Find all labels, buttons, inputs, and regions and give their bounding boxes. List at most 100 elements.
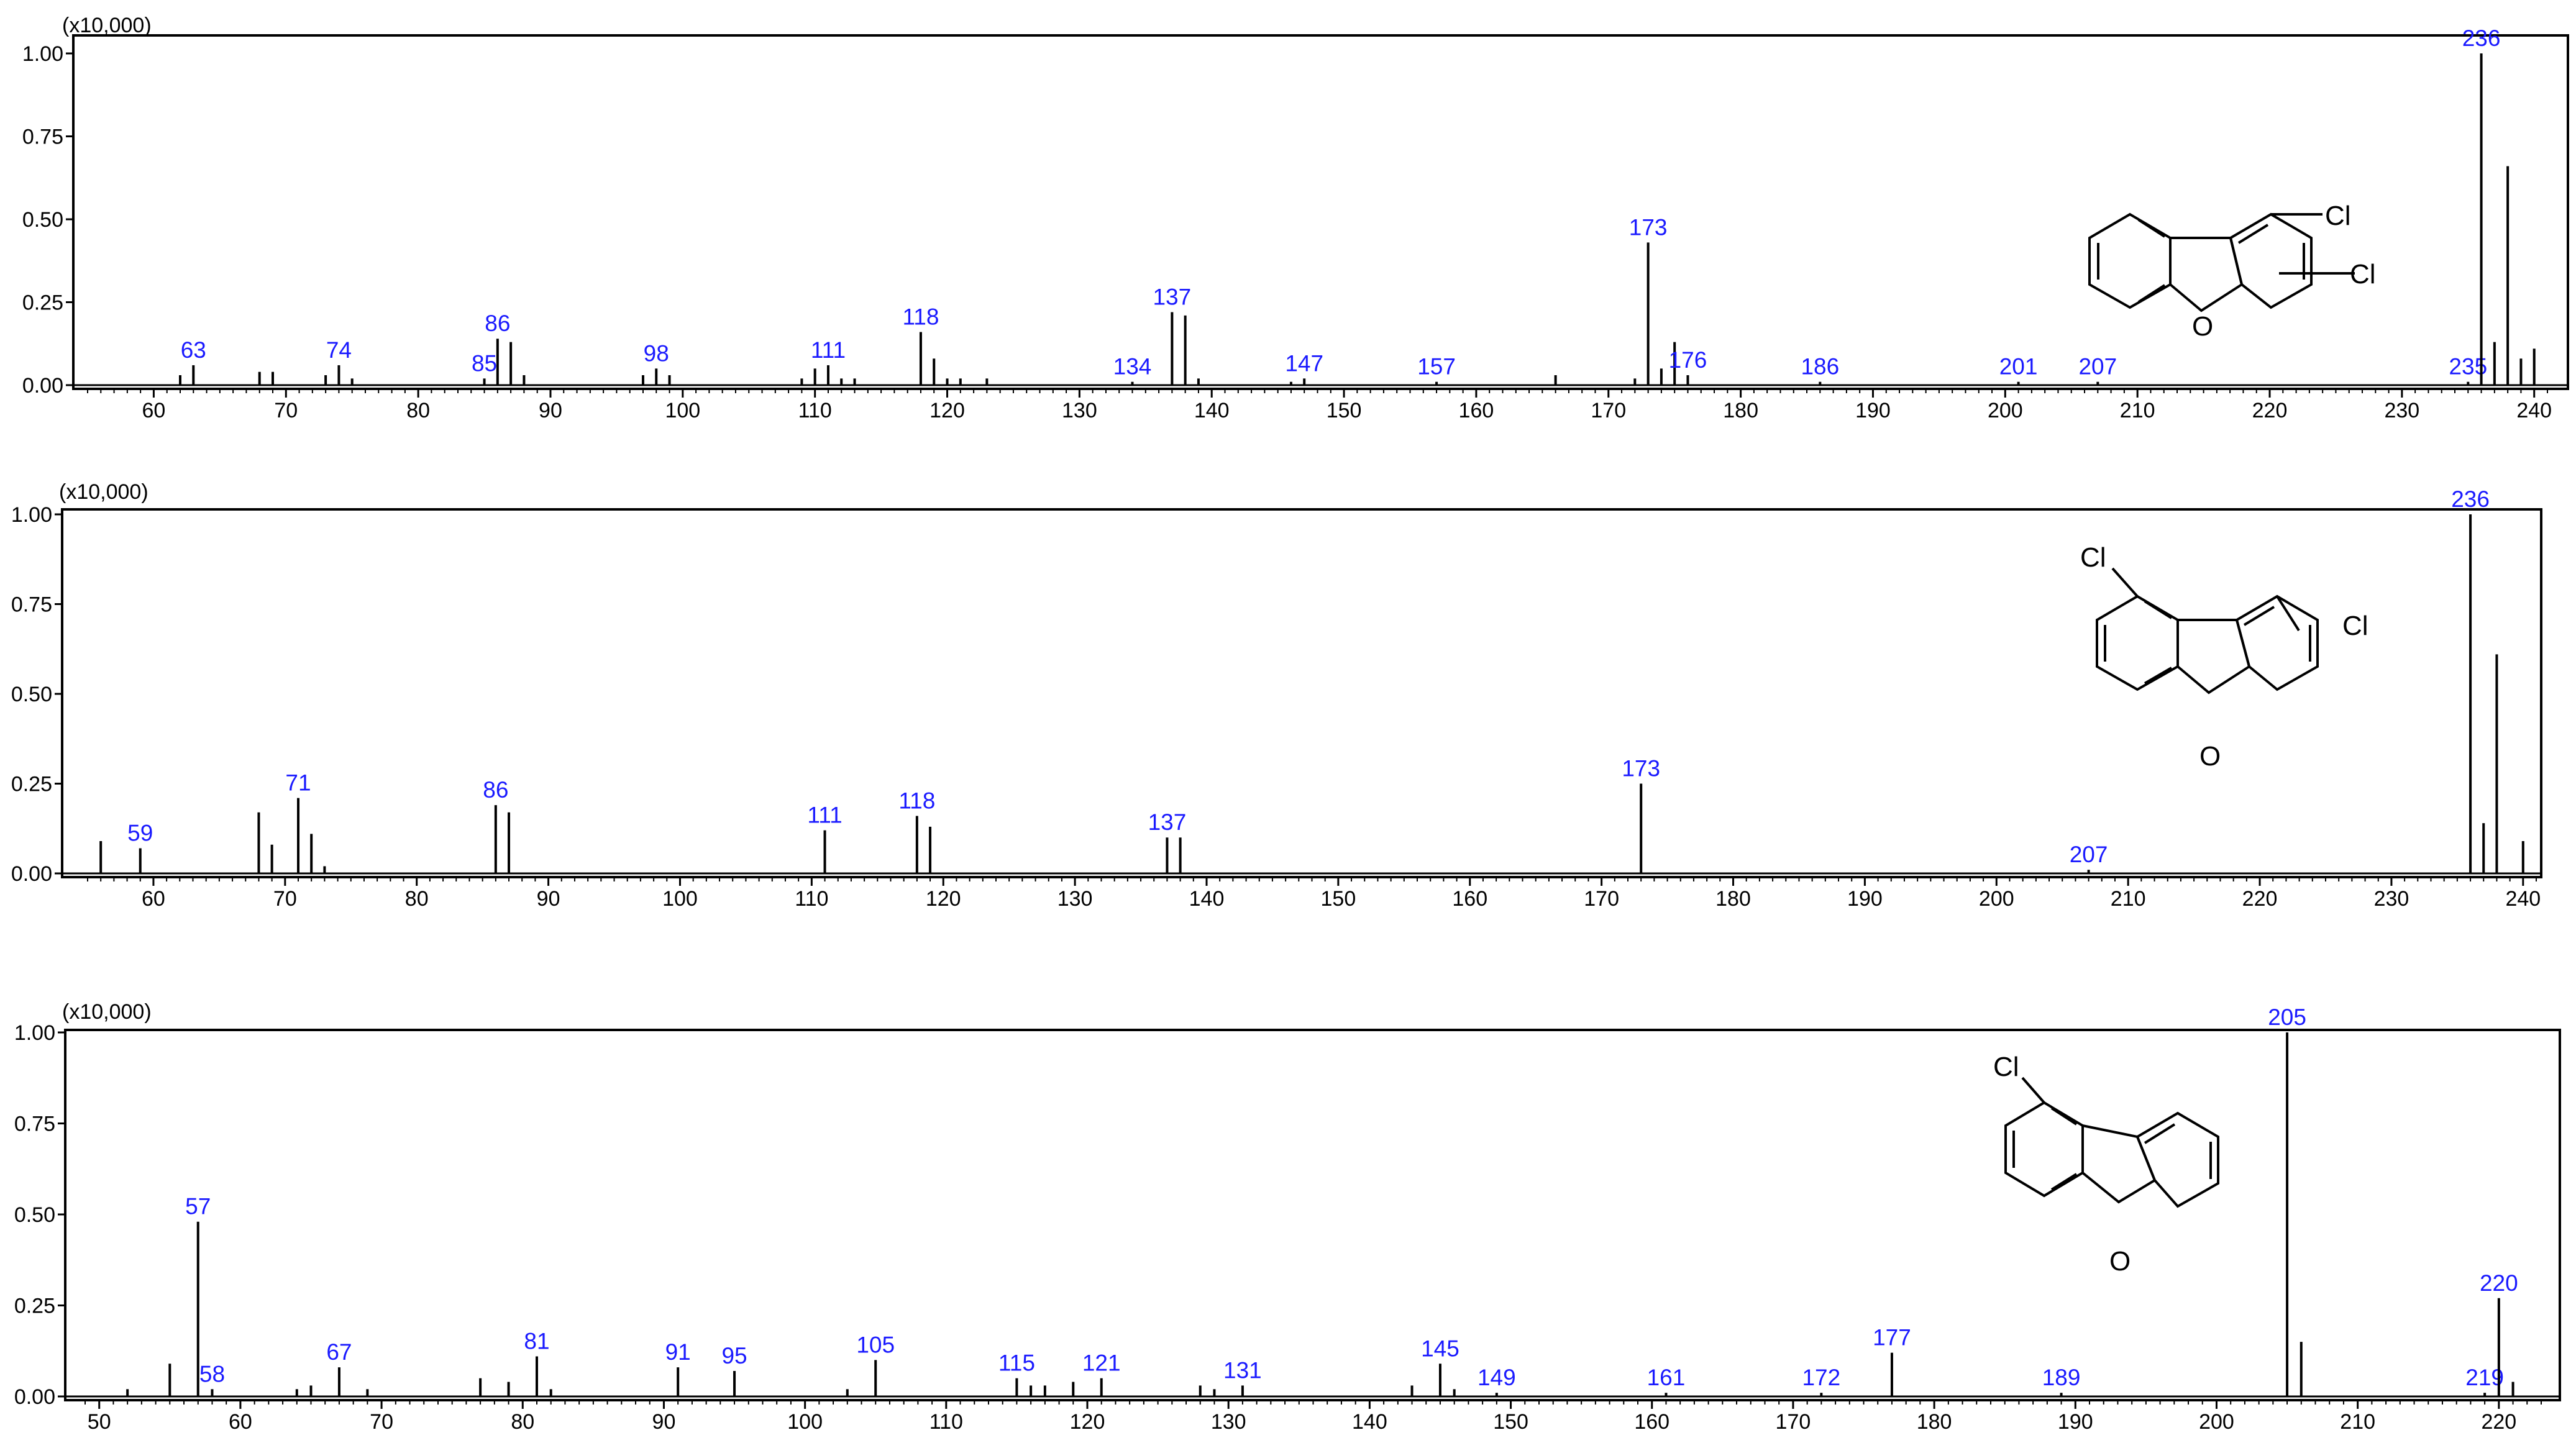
y-tick-label: 1.00: [14, 1021, 55, 1045]
peak-label: 161: [1647, 1365, 1686, 1390]
plot-frame: [72, 34, 2569, 390]
y-tick-label: 0.25: [14, 1295, 55, 1318]
x-tick-label: 140: [1189, 887, 1225, 911]
peak-label: 115: [998, 1350, 1035, 1376]
y-tick-label: 0.75: [22, 125, 63, 149]
y-tick-label: 0.25: [11, 773, 52, 796]
x-tick-label: 80: [511, 1410, 534, 1434]
peak-label: 220: [2480, 1270, 2518, 1296]
x-tick-label: 190: [2058, 1410, 2093, 1434]
x-tick-label: 180: [1917, 1410, 1952, 1434]
peak-label: 149: [1478, 1365, 1516, 1390]
x-tick-label: 190: [1847, 887, 1883, 911]
peak-label: 71: [285, 770, 311, 796]
x-tick-label: 100: [662, 887, 698, 911]
plot-frame: [64, 1029, 2561, 1401]
x-tick-label: 220: [2252, 399, 2288, 422]
y-tick-label: 0.00: [22, 374, 63, 398]
x-tick-label: 120: [926, 887, 961, 911]
peak-label: 111: [811, 337, 846, 363]
y-scale-label: (x10,000): [62, 14, 152, 37]
peak-label: 145: [1421, 1336, 1459, 1361]
peak-label: 118: [898, 788, 935, 814]
x-tick-label: 60: [142, 887, 165, 911]
peak-label: 219: [2465, 1365, 2504, 1390]
peak-label: 67: [326, 1339, 352, 1365]
chlorine-label: Cl: [1993, 1052, 2019, 1082]
peak-label: 173: [1622, 756, 1660, 781]
x-tick-label: 140: [1352, 1410, 1387, 1434]
chlorine-label-1: Cl: [2080, 542, 2106, 573]
y-tick-label: 1.00: [11, 503, 52, 527]
x-tick-label: 160: [1634, 1410, 1669, 1434]
peak-label: 205: [2268, 1004, 2306, 1030]
x-tick-label: 80: [405, 887, 429, 911]
x-tick-label: 130: [1057, 887, 1093, 911]
x-tick-label: 160: [1452, 887, 1487, 911]
x-tick-label: 170: [1776, 1410, 1811, 1434]
spectrum-panel-1: (x10,000) Cl Cl O 60 70 80 90 100 110 120 130 14…: [22, 14, 2569, 422]
x-tick-label: 70: [274, 399, 298, 422]
x-tick-label: 190: [1855, 399, 1891, 422]
y-tick-label: 1.00: [22, 42, 63, 66]
peak-label: 63: [181, 337, 206, 363]
x-tick-label: 210: [2340, 1410, 2375, 1434]
peak-label: 118: [902, 304, 939, 330]
x-tick-label: 90: [539, 399, 562, 422]
x-tick-label: 220: [2481, 1410, 2516, 1434]
x-tick-label: 180: [1715, 887, 1751, 911]
x-tick-label: 240: [2516, 399, 2552, 422]
x-tick-label: 220: [2242, 887, 2278, 911]
peak-label: 58: [199, 1361, 225, 1387]
oxygen-label: O: [2192, 311, 2213, 342]
peak-label: 86: [485, 311, 510, 336]
x-tick-label: 210: [2120, 399, 2155, 422]
x-tick-label: 130: [1062, 399, 1097, 422]
x-tick-label: 60: [142, 399, 166, 422]
peak-label: 134: [1113, 354, 1152, 380]
x-tick-label: 70: [370, 1410, 393, 1434]
x-tick-label: 210: [2111, 887, 2146, 911]
x-tick-label: 100: [787, 1410, 823, 1434]
peak-label: 236: [2451, 486, 2490, 512]
x-tick-label: 60: [229, 1410, 252, 1434]
peak-label: 91: [665, 1339, 691, 1365]
chlorine-label-2: Cl: [2342, 611, 2368, 641]
peak-label: 177: [1873, 1325, 1911, 1350]
spectrum-panel-3: (x10,000) Cl O 50 60 70 80 90 100 110 120 130 140…: [14, 1000, 2561, 1434]
x-tick-label: 90: [537, 887, 560, 911]
spectrum-panel-2: (x10,000) Cl Cl O 60 70 80 90 100 110 120 130 14…: [11, 480, 2542, 911]
peak-label: 236: [2462, 25, 2501, 51]
plot-frame: [61, 508, 2542, 878]
x-tick-label: 70: [273, 887, 297, 911]
y-tick-label: 0.00: [11, 862, 52, 886]
peak-label: 81: [524, 1329, 549, 1354]
peak-label: 186: [1801, 354, 1839, 380]
x-tick-label: 120: [929, 399, 965, 422]
x-tick-label: 240: [2505, 887, 2541, 911]
x-tick-label: 90: [652, 1410, 676, 1434]
oxygen-label: O: [2109, 1246, 2131, 1277]
peak-label: 131: [1223, 1357, 1262, 1383]
molecule-structure: [2004, 1077, 2219, 1208]
y-tick-label: 0.50: [11, 683, 52, 706]
peak-label: 173: [1629, 214, 1668, 240]
chlorine-label-2: Cl: [2350, 259, 2376, 289]
x-tick-label: 180: [1723, 399, 1758, 422]
x-tick-label: 50: [88, 1410, 111, 1434]
y-tick-label: 0.75: [14, 1113, 55, 1136]
peak-label: 121: [1082, 1350, 1121, 1376]
x-tick-label: 110: [795, 887, 828, 911]
x-tick-label: 200: [2199, 1410, 2234, 1434]
y-tick-label: 0.75: [11, 593, 52, 617]
x-tick-label: 120: [1070, 1410, 1105, 1434]
x-tick-label: 110: [798, 399, 832, 422]
x-tick-label: 150: [1493, 1410, 1528, 1434]
x-tick-label: 170: [1584, 887, 1619, 911]
peak-label: 201: [1999, 354, 2038, 380]
chlorine-label-1: Cl: [2325, 201, 2351, 231]
x-tick-label: 170: [1591, 399, 1626, 422]
peak-label: 189: [2042, 1365, 2081, 1390]
y-scale-label: (x10,000): [59, 480, 148, 504]
